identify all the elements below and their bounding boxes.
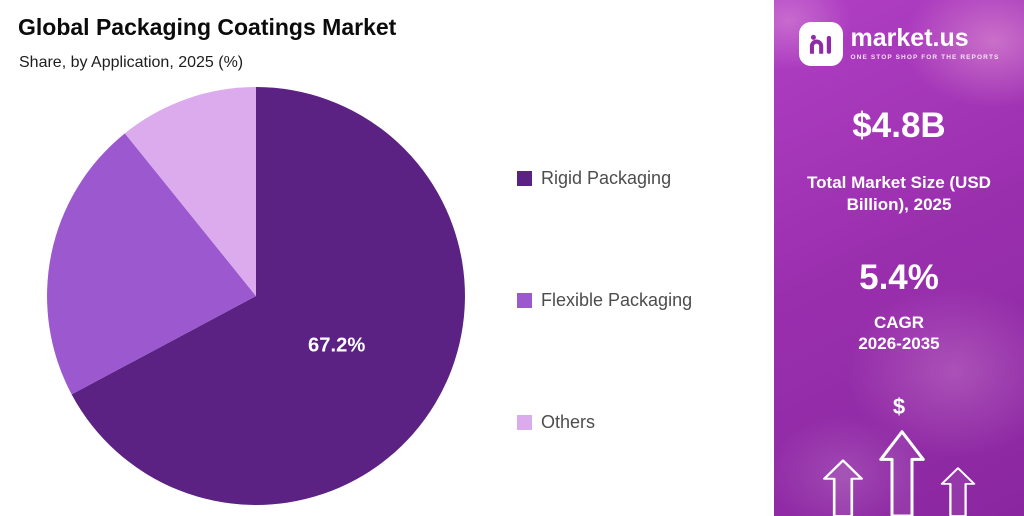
pie-slice-1 xyxy=(47,133,257,395)
up-arrow-icon-left xyxy=(822,459,864,516)
chart-title: Global Packaging Coatings Market xyxy=(18,14,397,40)
up-arrow-icon-center xyxy=(879,430,925,516)
brand-name: market.us xyxy=(850,24,969,53)
growth-arrows xyxy=(774,428,1024,516)
brand-text: market.us ONE STOP SHOP FOR THE REPORTS xyxy=(851,26,1000,62)
chart-subtitle: Share, by Application, 2025 (%) xyxy=(19,54,244,71)
legend-label-others: Others xyxy=(541,412,596,432)
legend-swatch-others xyxy=(517,415,532,430)
market-size-label: Total Market Size (USD Billion), 2025 xyxy=(807,173,991,215)
legend-swatch-flexible-packaging xyxy=(517,293,532,308)
chart-area: Global Packaging Coatings Market Share, … xyxy=(18,14,693,508)
up-arrow-icon-right xyxy=(940,467,976,516)
brand-tagline: ONE STOP SHOP FOR THE REPORTS xyxy=(850,54,1000,62)
market-size-value: $4.8B xyxy=(852,106,946,145)
legend-item-rigid-packaging: Rigid Packaging xyxy=(517,168,692,189)
cagr-label: CAGR 2026-2035 xyxy=(858,312,939,355)
pie-slice-2 xyxy=(124,87,256,297)
legend-item-others: Others xyxy=(517,412,692,433)
chart-legend: Rigid Packaging Flexible Packaging Other… xyxy=(517,168,692,433)
legend-swatch-rigid-packaging xyxy=(517,171,532,186)
brand-sidebar: market.us ONE STOP SHOP FOR THE REPORTS … xyxy=(774,0,1024,516)
cagr-label-text: CAGR xyxy=(873,313,925,333)
cagr-period: 2026-2035 xyxy=(858,334,940,354)
legend-label-flexible-packaging: Flexible Packaging xyxy=(541,290,693,310)
cagr-value: 5.4% xyxy=(859,258,939,298)
legend-item-flexible-packaging: Flexible Packaging xyxy=(517,290,692,311)
dollar-icon: $ xyxy=(892,394,906,419)
pie-chart-svg: 67.2% xyxy=(47,87,465,505)
brand-logo: market.us ONE STOP SHOP FOR THE REPORTS xyxy=(798,22,1000,66)
pie-slice-0 xyxy=(71,87,465,505)
legend-label-rigid-packaging: Rigid Packaging xyxy=(541,168,672,188)
market-us-logo-icon xyxy=(798,22,843,66)
panel-divider xyxy=(768,0,774,516)
pie-value-label: 67.2% xyxy=(308,334,365,356)
pie-chart: 67.2% xyxy=(44,84,468,508)
